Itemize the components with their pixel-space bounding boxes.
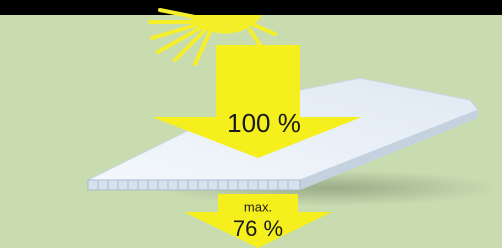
top-bar [0,0,502,15]
transmitted-label: 76 % [233,216,283,241]
transmitted-prefix: max. [244,199,272,214]
illustration: 100 % max. 76 % [0,0,502,248]
incoming-label: 100 % [227,108,301,138]
